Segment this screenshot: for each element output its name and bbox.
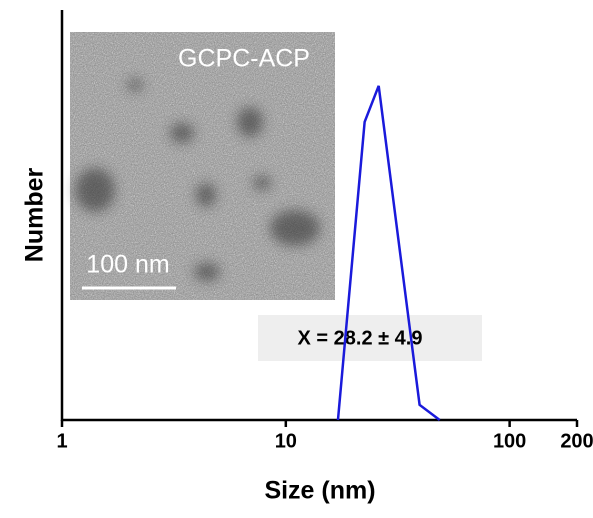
- x-tick-label: 10: [275, 430, 297, 452]
- annotation-box: [258, 315, 482, 361]
- data-line: [336, 85, 441, 421]
- inset-image: GCPC-ACP 100 nm: [70, 32, 335, 300]
- annotation: X = 28.2 ± 4.9: [298, 327, 423, 349]
- inset-label: GCPC-ACP: [178, 45, 310, 73]
- y-axis-label: Number: [21, 168, 49, 263]
- x-tick-label: 1: [56, 430, 67, 452]
- x-tick-label: 100: [493, 430, 526, 452]
- scale-bar-label: 100 nm: [86, 251, 169, 279]
- x-tick-label: 200: [560, 430, 593, 452]
- x-axis-label: Size (nm): [264, 477, 375, 505]
